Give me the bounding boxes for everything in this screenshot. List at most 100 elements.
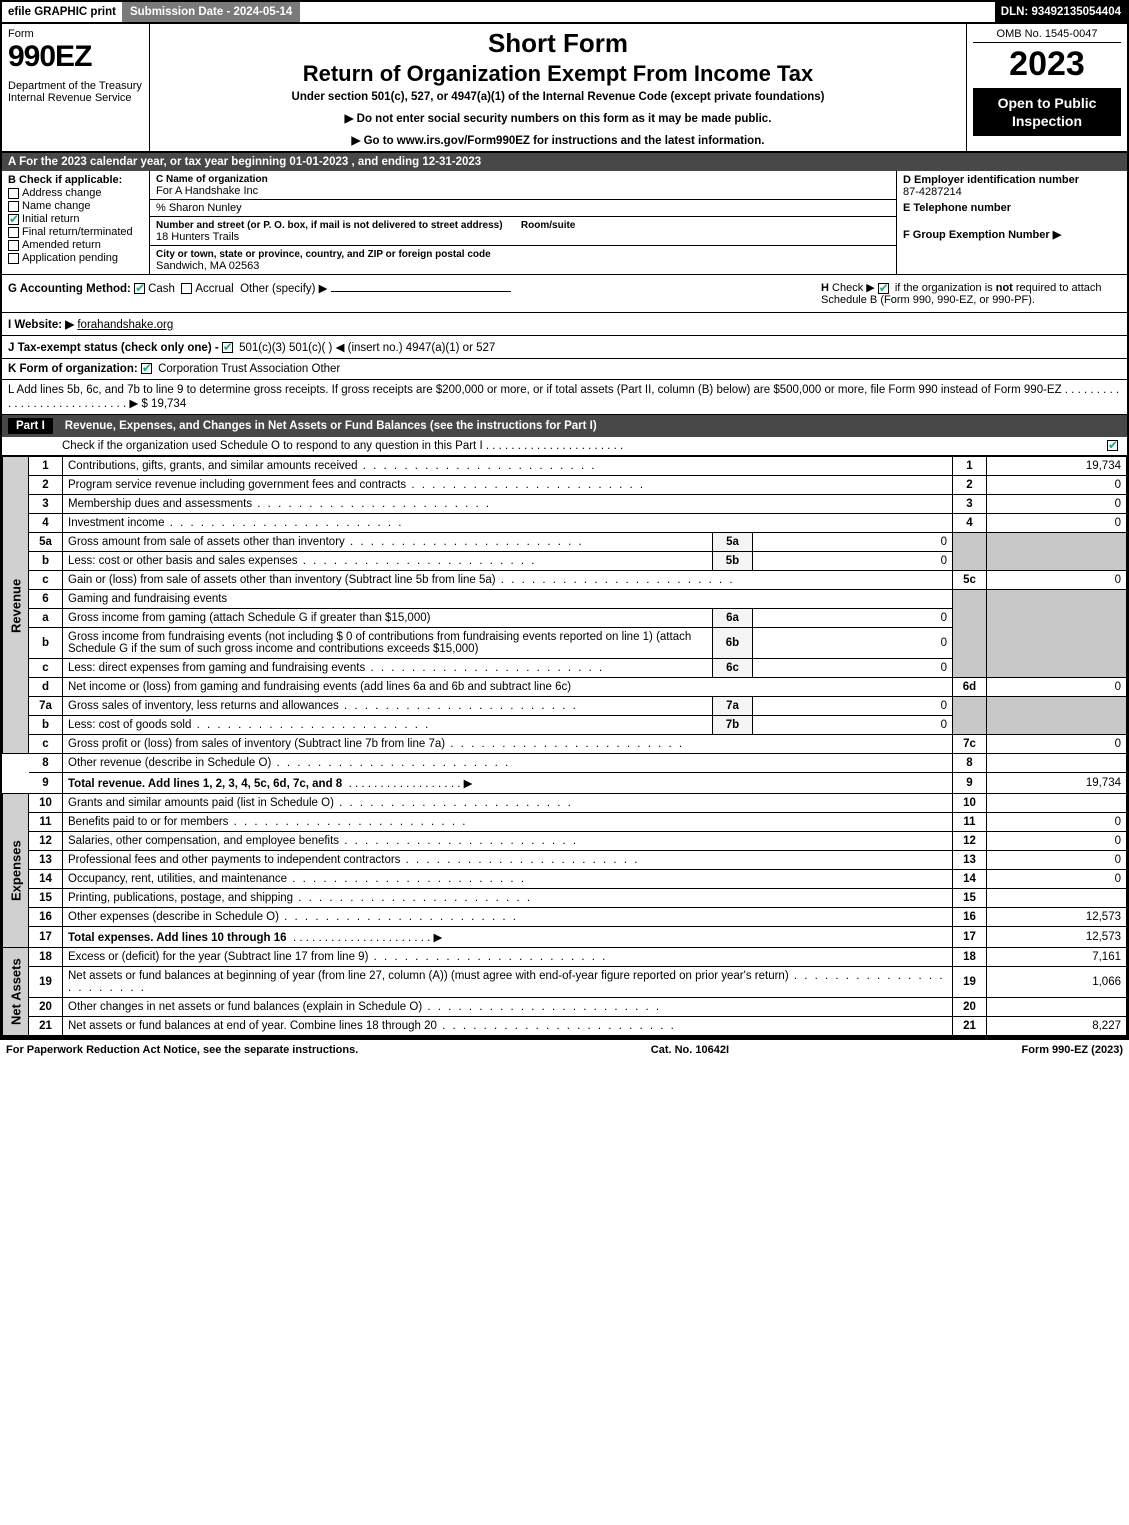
org-name: For A Handshake Inc (156, 185, 258, 197)
chk-address-change[interactable]: Address change (8, 187, 143, 199)
box-b: B Check if applicable: Address change Na… (2, 171, 150, 274)
line-2-ref: 2 (953, 476, 987, 495)
line-6c-desc: Less: direct expenses from gaming and fu… (63, 659, 713, 678)
line-7b-sref: 7b (713, 716, 753, 735)
line-20-desc: Other changes in net assets or fund bala… (63, 998, 953, 1017)
goto-link[interactable]: ▶ Go to www.irs.gov/Form990EZ for instru… (156, 133, 960, 147)
line-7c-desc: Gross profit or (loss) from sales of inv… (63, 735, 953, 754)
chk-schedule-b[interactable] (878, 283, 889, 294)
line-6-desc: Gaming and fundraising events (63, 590, 953, 609)
street-address: 18 Hunters Trails (156, 231, 239, 243)
label-group-exemption: F Group Exemption Number ▶ (903, 228, 1121, 241)
line-6d-desc: Net income or (loss) from gaming and fun… (63, 678, 953, 697)
line-16-amt: 12,573 (987, 908, 1127, 927)
line-9-ref: 9 (953, 773, 987, 794)
line-6a-desc: Gross income from gaming (attach Schedul… (63, 609, 713, 628)
lines-table: Revenue 1 Contributions, gifts, grants, … (2, 456, 1127, 1036)
line-7c-amt: 0 (987, 735, 1127, 754)
line-1-desc: Contributions, gifts, grants, and simila… (63, 457, 953, 476)
ein-value: 87-4287214 (903, 186, 1121, 198)
opt-accrual: Accrual (195, 283, 233, 295)
line-21-ref: 21 (953, 1017, 987, 1036)
part1-subheader: Check if the organization used Schedule … (2, 437, 1127, 456)
label-org-name: C Name of organization (156, 174, 268, 185)
line-1-ref: 1 (953, 457, 987, 476)
line-6c-sref: 6c (713, 659, 753, 678)
line-7b-desc: Less: cost of goods sold (63, 716, 713, 735)
line-14-amt: 0 (987, 870, 1127, 889)
right-cell: OMB No. 1545-0047 2023 Open to Public In… (967, 24, 1127, 151)
chk-cash[interactable] (134, 283, 145, 294)
tax-year: 2023 (973, 45, 1121, 84)
efile-label[interactable]: efile GRAPHIC print (2, 2, 122, 22)
chk-501c3[interactable] (222, 342, 233, 353)
chk-application-pending[interactable]: Application pending (8, 252, 143, 264)
line-8-desc: Other revenue (describe in Schedule O) (63, 754, 953, 773)
line-12-ref: 12 (953, 832, 987, 851)
chk-name-change[interactable]: Name change (8, 200, 143, 212)
other-specify-line[interactable] (331, 291, 511, 292)
line-7b-samt: 0 (753, 716, 953, 735)
page-footer: For Paperwork Reduction Act Notice, see … (0, 1038, 1129, 1060)
part1-title: Revenue, Expenses, and Changes in Net As… (65, 420, 597, 432)
short-form-title: Short Form (156, 28, 960, 59)
line-9-desc: Total revenue. Add lines 1, 2, 3, 4, 5c,… (63, 773, 953, 794)
line-10-ref: 10 (953, 794, 987, 813)
box-h: H Check ▶ if the organization is not req… (821, 281, 1121, 306)
line-4-amt: 0 (987, 514, 1127, 533)
website-value[interactable]: forahandshake.org (77, 319, 173, 331)
line-17-desc: Total expenses. Add lines 10 through 16 … (63, 927, 953, 948)
label-city: City or town, state or province, country… (156, 249, 491, 260)
chk-accrual[interactable] (181, 283, 192, 294)
opt-pending: Application pending (22, 252, 118, 264)
omb-number: OMB No. 1545-0047 (973, 28, 1121, 43)
chk-final-return[interactable]: Final return/terminated (8, 226, 143, 238)
line-5c-ref: 5c (953, 571, 987, 590)
opt-other-specify: Other (specify) ▶ (240, 283, 327, 295)
open-to-public: Open to Public Inspection (973, 88, 1121, 136)
line-7a-sref: 7a (713, 697, 753, 716)
line-21-desc: Net assets or fund balances at end of ye… (63, 1017, 953, 1036)
line-5a-desc: Gross amount from sale of assets other t… (63, 533, 713, 552)
line-1-num: 1 (29, 457, 63, 476)
chk-corporation[interactable] (141, 363, 152, 374)
return-title: Return of Organization Exempt From Incom… (156, 61, 960, 87)
opt-final: Final return/terminated (22, 226, 133, 238)
line-15-desc: Printing, publications, postage, and shi… (63, 889, 953, 908)
line-6d-ref: 6d (953, 678, 987, 697)
part1-num: Part I (8, 418, 53, 434)
chk-schedule-o[interactable] (1107, 440, 1118, 451)
part1-header: Part I Revenue, Expenses, and Changes in… (2, 415, 1127, 437)
submission-date: Submission Date - 2024-05-14 (122, 2, 300, 22)
form-id-cell: Form 990EZ Department of the Treasury In… (2, 24, 150, 151)
row-k-org-form: K Form of organization: Corporation Trus… (2, 359, 1127, 380)
line-21-amt: 8,227 (987, 1017, 1127, 1036)
sidebar-revenue: Revenue (3, 457, 29, 754)
header-row: Form 990EZ Department of the Treasury In… (2, 24, 1127, 153)
line-9-amt: 19,734 (987, 773, 1127, 794)
line-18-amt: 7,161 (987, 948, 1127, 967)
line-6d-amt: 0 (987, 678, 1127, 697)
arrow-icon: ▶ (1053, 229, 1061, 241)
line-13-amt: 0 (987, 851, 1127, 870)
line-19-desc: Net assets or fund balances at beginning… (63, 967, 953, 998)
label-tax-exempt: J Tax-exempt status (check only one) - (8, 342, 219, 354)
line-12-amt: 0 (987, 832, 1127, 851)
section-bcdef: B Check if applicable: Address change Na… (2, 171, 1127, 275)
tax-exempt-options: 501(c)(3) 501(c)( ) ◀ (insert no.) 4947(… (239, 342, 495, 354)
sidebar-net-assets: Net Assets (3, 948, 29, 1036)
row-i-website: I Website: ▶ forahandshake.org (2, 313, 1127, 336)
line-5b-samt: 0 (753, 552, 953, 571)
line-19-ref: 19 (953, 967, 987, 998)
chk-amended[interactable]: Amended return (8, 239, 143, 251)
line-12-desc: Salaries, other compensation, and employ… (63, 832, 953, 851)
line-15-amt (987, 889, 1127, 908)
line-13-ref: 13 (953, 851, 987, 870)
box-c: C Name of organization For A Handshake I… (150, 171, 897, 274)
form-number: 990EZ (8, 40, 143, 74)
opt-initial: Initial return (22, 213, 79, 225)
chk-initial-return[interactable]: Initial return (8, 213, 143, 225)
line-5c-amt: 0 (987, 571, 1127, 590)
line-6b-sref: 6b (713, 628, 753, 659)
line-6c-samt: 0 (753, 659, 953, 678)
